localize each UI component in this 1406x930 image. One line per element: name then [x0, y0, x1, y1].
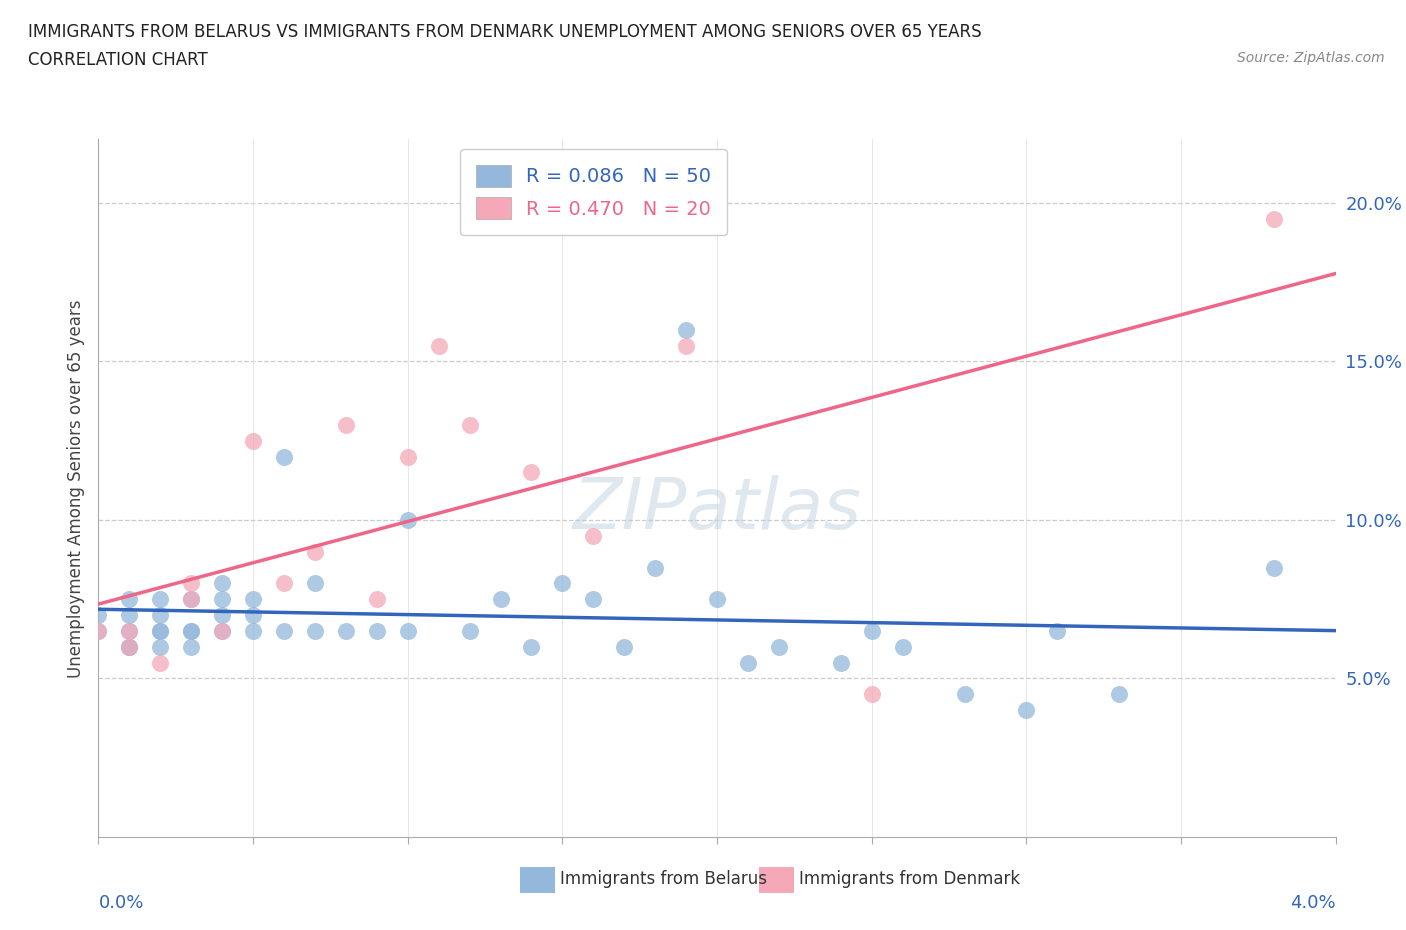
Text: CORRELATION CHART: CORRELATION CHART [28, 51, 208, 69]
Point [1108, 687, 1130, 702]
Text: Immigrants from Denmark: Immigrants from Denmark [799, 870, 1019, 888]
Text: 0.0%: 0.0% [98, 894, 143, 912]
Point [458, 623, 481, 638]
Point [427, 339, 450, 353]
Point [118, 591, 141, 606]
Point [118, 623, 141, 638]
Point [180, 623, 202, 638]
Text: 4.0%: 4.0% [1291, 894, 1336, 912]
Point [335, 418, 357, 432]
Point [242, 623, 264, 638]
Point [118, 623, 141, 638]
Point [180, 591, 202, 606]
Point [366, 591, 388, 606]
Point [860, 687, 883, 702]
Point [304, 544, 326, 559]
Point [87, 623, 110, 638]
Point [149, 655, 172, 670]
Point [180, 591, 202, 606]
Point [87, 607, 110, 622]
Text: IMMIGRANTS FROM BELARUS VS IMMIGRANTS FROM DENMARK UNEMPLOYMENT AMONG SENIORS OV: IMMIGRANTS FROM BELARUS VS IMMIGRANTS FR… [28, 23, 981, 41]
Point [211, 623, 233, 638]
Y-axis label: Unemployment Among Seniors over 65 years: Unemployment Among Seniors over 65 years [66, 299, 84, 677]
Point [180, 623, 202, 638]
Point [118, 607, 141, 622]
Point [211, 607, 233, 622]
Point [953, 687, 976, 702]
Point [304, 623, 326, 638]
Point [180, 639, 202, 654]
Text: ZIPatlas: ZIPatlas [572, 474, 862, 544]
Point [458, 418, 481, 432]
Point [396, 449, 419, 464]
Point [768, 639, 790, 654]
Point [830, 655, 852, 670]
Point [149, 607, 172, 622]
Point [242, 607, 264, 622]
Point [149, 591, 172, 606]
Point [118, 639, 141, 654]
Point [242, 433, 264, 448]
Point [211, 576, 233, 591]
Point [149, 623, 172, 638]
Point [180, 576, 202, 591]
Point [520, 639, 543, 654]
Point [1263, 560, 1285, 575]
Point [489, 591, 512, 606]
Point [675, 323, 697, 338]
Point [1263, 211, 1285, 226]
Point [396, 512, 419, 527]
Point [613, 639, 636, 654]
Point [737, 655, 759, 670]
Text: Immigrants from Belarus: Immigrants from Belarus [560, 870, 766, 888]
Point [582, 528, 605, 543]
Point [242, 591, 264, 606]
Point [396, 623, 419, 638]
Point [860, 623, 883, 638]
Legend: R = 0.086   N = 50, R = 0.470   N = 20: R = 0.086 N = 50, R = 0.470 N = 20 [460, 149, 727, 235]
Point [1046, 623, 1069, 638]
Point [273, 623, 295, 638]
Point [335, 623, 357, 638]
Point [675, 339, 697, 353]
Point [706, 591, 728, 606]
Point [551, 576, 574, 591]
Text: Source: ZipAtlas.com: Source: ZipAtlas.com [1237, 51, 1385, 65]
Point [273, 449, 295, 464]
Point [118, 639, 141, 654]
Point [891, 639, 914, 654]
Point [87, 623, 110, 638]
Point [520, 465, 543, 480]
Point [118, 639, 141, 654]
Point [304, 576, 326, 591]
Point [149, 623, 172, 638]
Point [211, 591, 233, 606]
Point [582, 591, 605, 606]
Point [366, 623, 388, 638]
Point [644, 560, 666, 575]
Point [211, 623, 233, 638]
Point [273, 576, 295, 591]
Point [149, 639, 172, 654]
Point [1015, 703, 1038, 718]
